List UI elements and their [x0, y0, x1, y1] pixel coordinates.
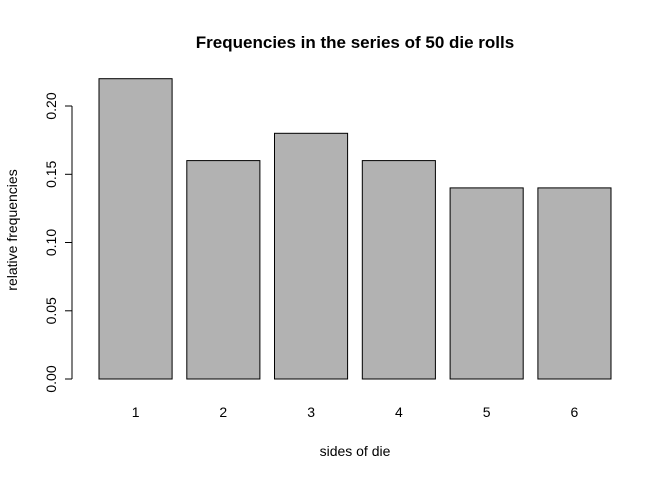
- bar-1: [98, 78, 173, 380]
- x-tick-label-5: 5: [483, 404, 491, 420]
- y-tick-label-0.05: 0.05: [43, 297, 59, 324]
- bars-group: [98, 78, 612, 380]
- x-tick-label-2: 2: [219, 404, 227, 420]
- bar-3: [274, 132, 349, 380]
- x-tick-label-4: 4: [395, 404, 403, 420]
- x-tick-label-3: 3: [307, 404, 315, 420]
- y-tick-label-0.20: 0.20: [43, 92, 59, 119]
- bar-4: [361, 160, 436, 380]
- x-axis-labels: 1 2 3 4 5 6: [132, 404, 579, 420]
- y-axis: 0.00 0.05 0.10 0.15 0.20: [43, 92, 73, 393]
- y-tick-label-0.15: 0.15: [43, 160, 59, 187]
- y-tick-label-0.10: 0.10: [43, 229, 59, 256]
- bar-2: [186, 160, 261, 380]
- x-axis-title: sides of die: [320, 443, 391, 459]
- y-axis-title: relative frequencies: [4, 169, 20, 290]
- bar-6: [537, 187, 612, 380]
- bar-5: [449, 187, 524, 380]
- x-tick-label-1: 1: [132, 404, 140, 420]
- x-tick-label-6: 6: [571, 404, 579, 420]
- y-tick-label-0.00: 0.00: [43, 365, 59, 392]
- chart-title: Frequencies in the series of 50 die roll…: [196, 33, 514, 52]
